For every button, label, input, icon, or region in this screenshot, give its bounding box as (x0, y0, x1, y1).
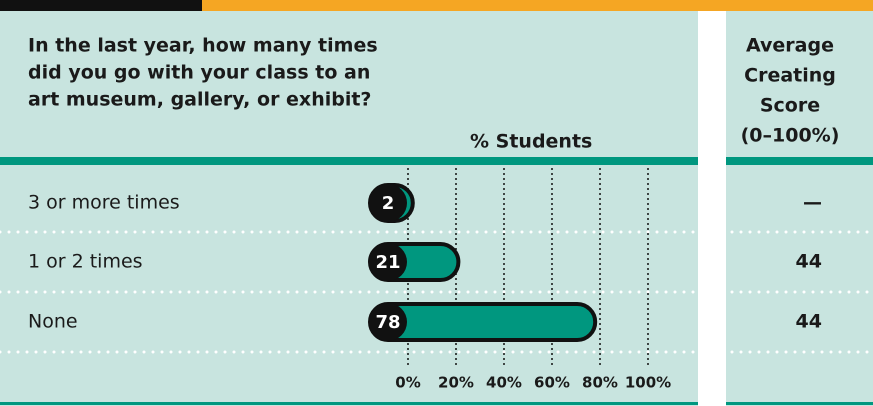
category-label: None (28, 311, 78, 333)
value-label: 78 (375, 312, 400, 333)
category-label: 3 or more times (28, 192, 180, 214)
question: art museum, gallery, or exhibit? (28, 89, 371, 111)
x-tick-label: 0% (395, 374, 420, 392)
value-badge (369, 184, 407, 222)
score-header: Score (760, 95, 820, 117)
column-gap (698, 11, 726, 406)
score-header: Creating (744, 65, 836, 87)
value-badge (369, 243, 407, 281)
question: did you go with your class to an (28, 62, 370, 84)
x-tick-label: 60% (534, 374, 570, 392)
top-bar-orange (202, 0, 873, 11)
value-label: 2 (382, 193, 395, 214)
x-tick-label: 40% (486, 374, 522, 392)
score-header: (0–100%) (741, 125, 840, 147)
bottom-rule (726, 402, 873, 405)
score: 44 (796, 311, 822, 333)
x-tick-label: 20% (438, 374, 474, 392)
score: 44 (796, 251, 822, 273)
category-label: 1 or 2 times (28, 251, 143, 273)
x-tick-label: 80% (582, 374, 618, 392)
bottom-rule (0, 402, 698, 405)
header-rule (0, 157, 698, 165)
question: In the last year, how many times (28, 35, 378, 57)
header-rule (726, 157, 873, 165)
x-axis-label: % Students (470, 131, 592, 153)
top-bar-dark (0, 0, 202, 11)
value-badge (369, 303, 407, 341)
x-tick-label: 100% (625, 374, 671, 392)
score: — (803, 192, 822, 214)
value-label: 21 (375, 252, 400, 273)
score-header: Average (746, 35, 834, 57)
